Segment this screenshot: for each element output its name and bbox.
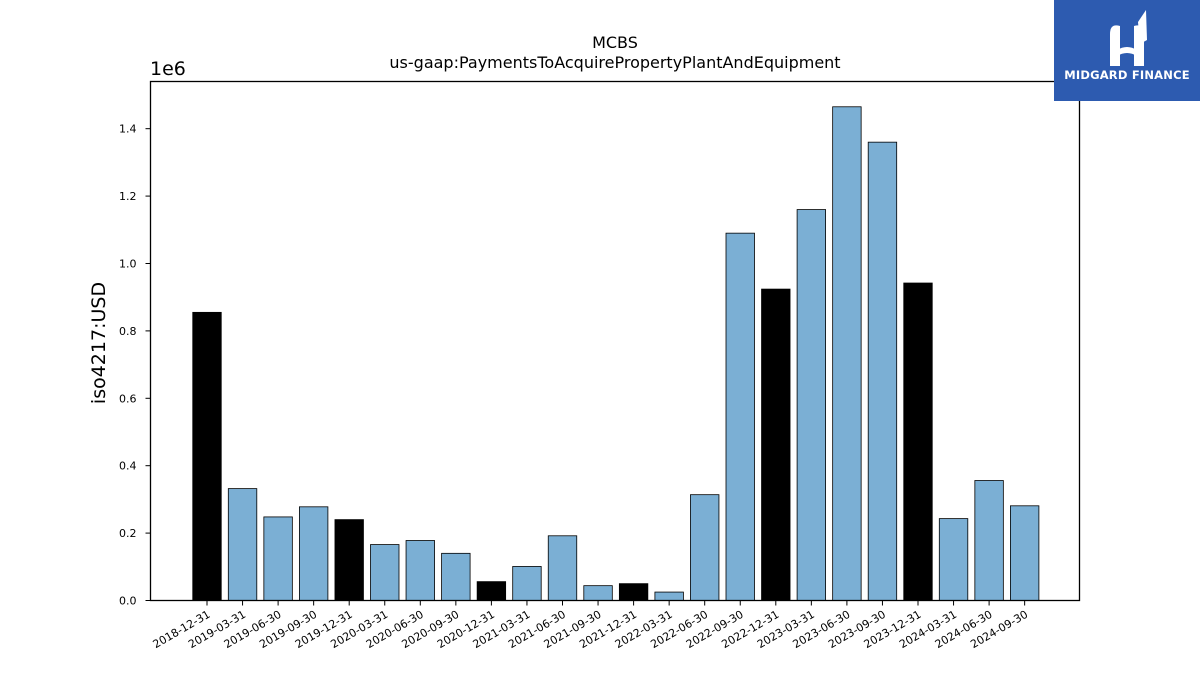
- chart-title: MCBS: [592, 33, 638, 52]
- y-tick-label: 0.4: [119, 460, 137, 473]
- bar-2024-06-30: [974, 480, 1004, 601]
- bar-2020-09-30: [441, 552, 471, 601]
- bar-2019-09-30: [298, 506, 329, 601]
- y-tick-label: 0.2: [119, 527, 137, 540]
- bar-2021-06-30: [547, 535, 578, 601]
- bar-2022-06-30: [690, 494, 720, 601]
- bar-2024-09-30: [1010, 505, 1040, 601]
- y-tick-label: 1.4: [119, 123, 137, 136]
- y-axis-label: iso4217:USD: [88, 282, 110, 404]
- bar-2020-06-30: [405, 540, 435, 601]
- bar-2022-03-31: [654, 591, 684, 601]
- bar-2023-12-31: [903, 282, 933, 601]
- bar-2019-03-31: [227, 488, 258, 601]
- y-offset-label: 1e6: [150, 58, 186, 80]
- y-tick-label: 1.0: [119, 257, 137, 270]
- bars-group: [192, 106, 1040, 601]
- bar-2022-09-30: [725, 232, 755, 601]
- y-tick-label: 0.0: [119, 595, 137, 608]
- bar-2019-06-30: [263, 516, 293, 601]
- plot-frame: [149, 80, 1081, 602]
- bar-2022-12-31: [761, 288, 791, 601]
- y-axis-ticks: 0.0 0.2 0.4 0.6 0.8 1.0 1.2 1.4: [119, 123, 151, 608]
- chart-subtitle: us-gaap:PaymentsToAcquirePropertyPlantAn…: [389, 53, 840, 72]
- y-tick-label: 1.2: [119, 190, 137, 203]
- bar-2021-12-31: [618, 583, 649, 601]
- y-tick-label: 0.6: [119, 392, 137, 405]
- logo-text: MIDGARD FINANCE: [1064, 68, 1190, 82]
- brand-logo: MIDGARD FINANCE: [1054, 0, 1200, 101]
- bar-2024-03-31: [938, 518, 969, 601]
- bar-2021-03-31: [512, 566, 542, 601]
- x-axis-ticks: 2018-12-312019-03-312019-06-302019-09-30…: [151, 600, 1030, 651]
- bar-2018-12-31: [192, 311, 222, 601]
- bar-2019-12-31: [334, 519, 364, 601]
- logo-mark-icon: [1110, 10, 1147, 66]
- bar-2023-06-30: [832, 106, 862, 601]
- y-tick-label: 0.8: [119, 325, 137, 338]
- bar-2023-03-31: [796, 209, 826, 601]
- bar-2021-09-30: [583, 585, 613, 601]
- bar-2020-12-31: [476, 581, 507, 601]
- bar-2023-09-30: [867, 141, 898, 601]
- bar-2020-03-31: [370, 544, 400, 601]
